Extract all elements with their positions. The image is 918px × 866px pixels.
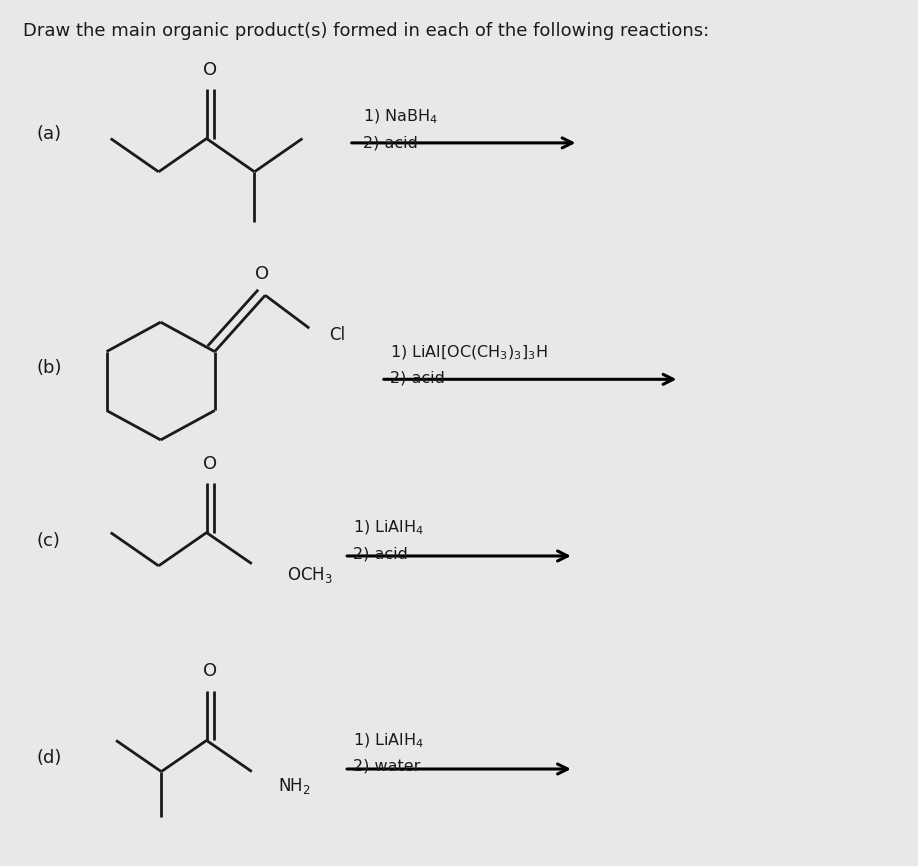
Text: O: O [254,265,269,282]
Text: 1) LiAl[OC(CH$_3$)$_3$]$_3$H: 1) LiAl[OC(CH$_3$)$_3$]$_3$H [390,343,548,362]
Text: 1) LiAlH$_4$: 1) LiAlH$_4$ [353,731,424,750]
Text: (a): (a) [37,126,62,143]
Text: (d): (d) [37,749,62,766]
Text: 2) acid: 2) acid [363,135,418,151]
Text: Cl: Cl [330,326,345,344]
Text: 1) LiAlH$_4$: 1) LiAlH$_4$ [353,519,424,538]
Text: 2) acid: 2) acid [353,546,409,562]
Text: 2) water: 2) water [353,759,420,774]
Text: Draw the main organic product(s) formed in each of the following reactions:: Draw the main organic product(s) formed … [23,22,710,40]
Text: NH$_2$: NH$_2$ [277,776,310,796]
Text: (c): (c) [37,533,61,550]
Text: O: O [203,61,218,79]
Text: 2) acid: 2) acid [390,371,445,386]
Text: O: O [203,662,218,681]
Text: (b): (b) [37,359,62,377]
Text: OCH$_3$: OCH$_3$ [286,565,332,585]
Text: O: O [203,455,218,473]
Text: 1) NaBH$_4$: 1) NaBH$_4$ [363,107,438,126]
